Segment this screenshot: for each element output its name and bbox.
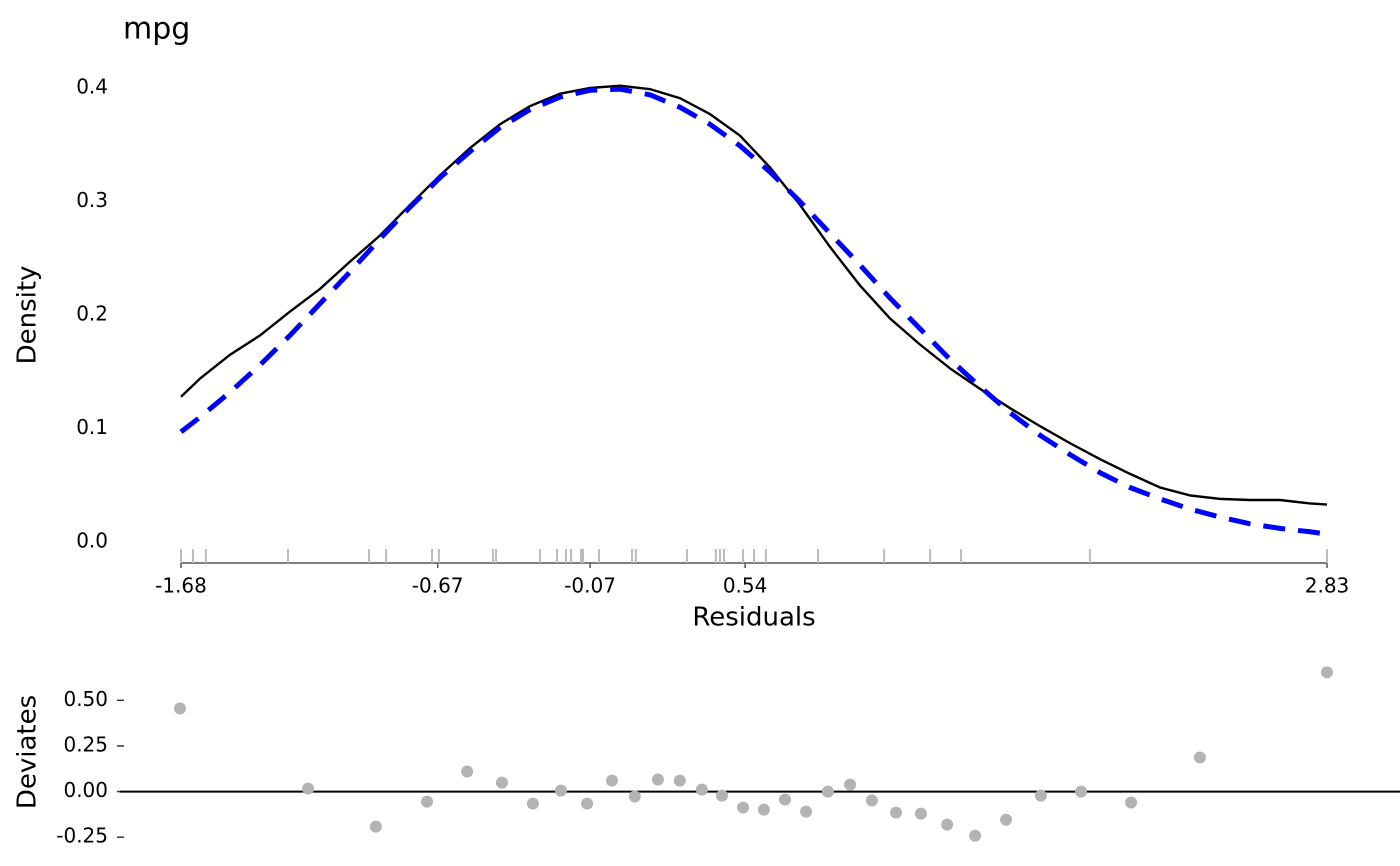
point <box>737 801 750 814</box>
point <box>757 803 770 816</box>
y-tick-label: 0.2 <box>76 302 108 326</box>
point <box>715 789 728 802</box>
point <box>581 797 594 810</box>
point <box>969 829 982 842</box>
point <box>865 794 878 807</box>
y-tick-label: 0.1 <box>76 415 108 439</box>
point <box>554 784 567 797</box>
point <box>890 806 903 819</box>
point <box>1125 796 1138 809</box>
y-axis-label: Density <box>13 266 43 365</box>
density-line <box>179 86 1328 537</box>
point <box>1321 666 1333 679</box>
x-tick-label: -0.07 <box>564 574 616 598</box>
x-tick-label: -1.68 <box>155 574 207 598</box>
point <box>1034 789 1047 802</box>
x-axis-label: Residuals <box>692 603 815 633</box>
y-tick-label: 0.50 <box>63 687 108 711</box>
point <box>941 818 954 831</box>
y-tick-label: 0.4 <box>76 75 108 99</box>
x-tick-label: 2.83 <box>1305 574 1350 598</box>
y-tick-label: -0.25 <box>56 824 108 848</box>
density-line <box>180 84 1328 506</box>
point <box>461 765 474 778</box>
point <box>628 790 641 803</box>
point <box>651 773 664 786</box>
x-tick-label: 0.54 <box>723 574 768 598</box>
y-tick-label: 0.00 <box>63 778 108 802</box>
y-tick-label: 0.25 <box>63 732 108 756</box>
point <box>605 774 618 787</box>
point <box>1193 751 1206 764</box>
point <box>673 774 686 787</box>
chart-title: mpg <box>123 12 190 47</box>
y-tick-label: 0.3 <box>76 188 108 212</box>
point <box>800 805 813 818</box>
x-tick-label: -0.67 <box>412 574 464 598</box>
point <box>526 797 539 810</box>
point <box>495 776 508 789</box>
point <box>821 785 834 798</box>
point <box>173 702 186 715</box>
point <box>420 795 433 808</box>
point <box>695 783 708 796</box>
y-tick-label: 0.0 <box>76 529 108 553</box>
point <box>1000 813 1013 826</box>
point <box>914 807 927 820</box>
point <box>779 793 792 806</box>
point <box>844 778 857 791</box>
y-axis-label: Deviates <box>13 695 43 809</box>
point <box>369 820 382 833</box>
point <box>1075 785 1088 798</box>
point <box>302 782 315 795</box>
